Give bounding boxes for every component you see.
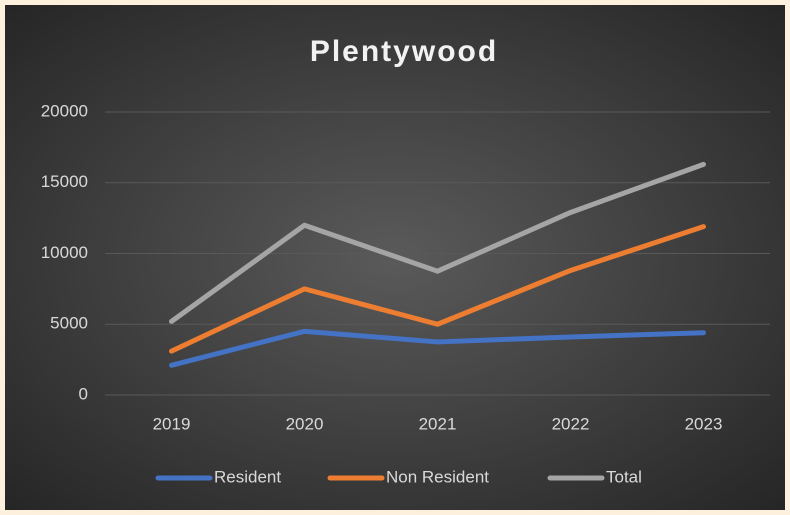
y-tick-label: 0 <box>79 384 88 403</box>
data-line <box>169 161 706 324</box>
legend-label: Non Resident <box>386 467 489 486</box>
x-tick-label: 2020 <box>286 414 324 433</box>
x-tick-label: 2019 <box>153 414 191 433</box>
chart-title: Plentywood <box>310 35 498 68</box>
y-tick-label: 5000 <box>50 314 88 333</box>
data-line <box>169 328 706 368</box>
x-tick-label: 2023 <box>685 414 723 433</box>
legend-label: Total <box>606 467 642 486</box>
data-line <box>169 224 706 354</box>
x-tick-label: 2022 <box>552 414 590 433</box>
legend-label: Resident <box>214 467 281 486</box>
y-tick-label: 15000 <box>41 172 88 191</box>
x-tick-label: 2021 <box>419 414 457 433</box>
y-tick-label: 10000 <box>41 243 88 262</box>
y-tick-label: 20000 <box>41 101 88 120</box>
